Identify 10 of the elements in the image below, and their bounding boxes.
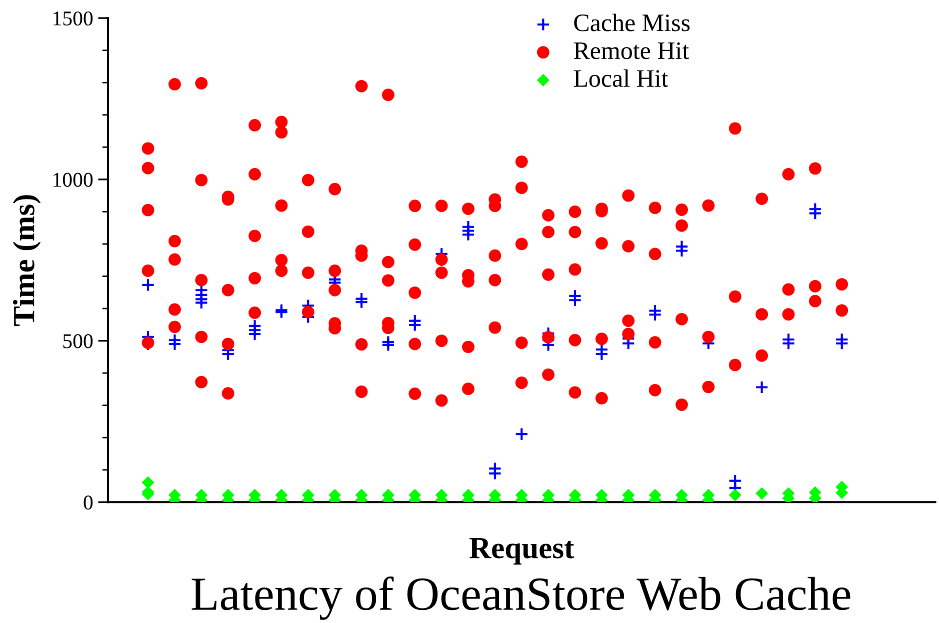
y-tick-label: 0 bbox=[84, 496, 93, 510]
y-tick-label: 500 bbox=[63, 334, 93, 348]
y-axis-title: Time (ms) bbox=[12, 195, 41, 326]
y-tick-label: 1000 bbox=[54, 172, 93, 187]
x-axis-title: Request bbox=[470, 538, 574, 565]
legend-label: Local Hit bbox=[574, 69, 668, 87]
legend-label: Remote Hit bbox=[574, 42, 689, 60]
y-tick-label: 1500 bbox=[54, 11, 93, 26]
text: Latency of OceanStore Web Cache bbox=[192, 576, 850, 620]
legend-label: Cache Miss bbox=[574, 14, 690, 32]
